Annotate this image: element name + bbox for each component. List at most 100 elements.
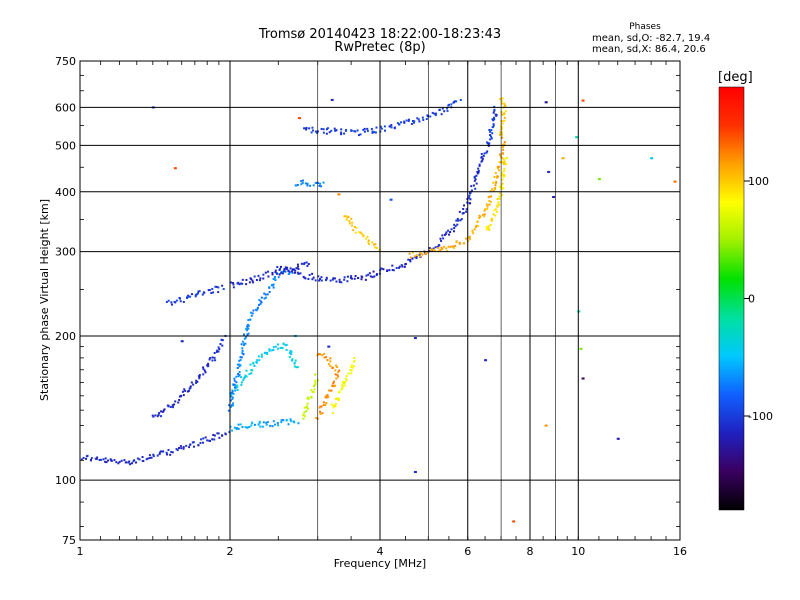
- data-point: [369, 275, 372, 278]
- data-point: [434, 246, 437, 249]
- data-point: [500, 133, 503, 136]
- data-point: [301, 179, 304, 182]
- data-point: [362, 128, 365, 131]
- data-point: [237, 372, 240, 375]
- data-point: [441, 107, 444, 110]
- data-point: [404, 262, 407, 265]
- data-point: [297, 422, 300, 425]
- data-point: [386, 269, 389, 272]
- data-point: [478, 164, 481, 167]
- data-point: [200, 438, 203, 441]
- data-point: [349, 368, 352, 371]
- data-point: [334, 369, 337, 372]
- data-point: [452, 246, 455, 249]
- data-point: [368, 272, 371, 275]
- data-point: [463, 204, 466, 207]
- data-point: [227, 409, 230, 412]
- data-point: [222, 288, 225, 291]
- data-point: [357, 134, 360, 137]
- data-point: [357, 277, 360, 280]
- data-point: [443, 233, 446, 236]
- data-point: [224, 432, 227, 435]
- data-point: [314, 279, 317, 282]
- data-point: [291, 358, 294, 361]
- data-point: [372, 243, 375, 246]
- data-point: [318, 410, 321, 413]
- data-point: [188, 443, 191, 446]
- data-point: [352, 365, 355, 368]
- y-tick-label: 75: [62, 534, 76, 547]
- data-point: [350, 129, 353, 132]
- data-point: [501, 102, 504, 105]
- data-point: [448, 233, 451, 236]
- data-point: [464, 237, 467, 240]
- data-point: [290, 350, 293, 353]
- data-point: [431, 111, 434, 114]
- data-point: [324, 404, 327, 407]
- data-point: [159, 450, 162, 453]
- data-point: [545, 424, 548, 427]
- data-point: [411, 257, 414, 260]
- data-point: [198, 377, 201, 380]
- data-point: [302, 413, 305, 416]
- data-point: [229, 425, 232, 428]
- data-point: [419, 252, 422, 255]
- data-point: [501, 152, 504, 155]
- data-point: [314, 383, 317, 386]
- data-point: [221, 339, 224, 342]
- data-point: [477, 169, 480, 172]
- data-point: [465, 210, 468, 213]
- data-point: [500, 120, 503, 123]
- data-point: [230, 394, 233, 397]
- colorbar-ticks: 100 0 -100: [744, 175, 773, 423]
- data-point: [309, 184, 312, 187]
- data-point: [216, 432, 219, 435]
- data-point: [331, 98, 334, 101]
- data-point: [295, 267, 298, 270]
- data-point: [460, 218, 463, 221]
- data-point: [447, 103, 450, 106]
- data-point: [345, 375, 348, 378]
- data-point: [235, 385, 238, 388]
- data-point: [243, 377, 246, 380]
- data-point: [503, 167, 506, 170]
- data-point: [265, 423, 268, 426]
- data-point: [234, 389, 237, 392]
- data-point: [174, 301, 177, 304]
- data-point: [236, 426, 239, 429]
- data-point: [343, 278, 346, 281]
- data-point: [198, 375, 201, 378]
- data-point: [459, 219, 462, 222]
- data-point: [307, 277, 310, 280]
- data-point: [215, 285, 218, 288]
- data-point: [428, 249, 431, 252]
- data-point: [181, 340, 184, 343]
- data-point: [202, 373, 205, 376]
- data-point: [312, 184, 315, 187]
- data-point: [113, 459, 116, 462]
- data-point: [341, 380, 344, 383]
- data-point: [305, 410, 308, 413]
- data-point: [280, 271, 283, 274]
- data-point: [148, 457, 151, 460]
- data-point: [366, 127, 369, 130]
- data-point: [503, 104, 506, 107]
- data-point: [495, 180, 498, 183]
- y-axis-label: Stationary phase Virtual Height [km]: [38, 199, 51, 401]
- data-point: [379, 125, 382, 128]
- data-point: [343, 381, 346, 384]
- data-point: [295, 184, 298, 187]
- data-point: [329, 365, 332, 368]
- data-point: [285, 348, 288, 351]
- data-point: [350, 369, 353, 372]
- data-point: [244, 336, 247, 339]
- data-point: [429, 115, 432, 118]
- data-point: [331, 384, 334, 387]
- data-point: [434, 114, 437, 117]
- data-point: [353, 356, 356, 359]
- data-point: [250, 424, 253, 427]
- data-point: [375, 273, 378, 276]
- data-point: [391, 268, 394, 271]
- data-point: [473, 228, 476, 231]
- data-point: [130, 462, 133, 465]
